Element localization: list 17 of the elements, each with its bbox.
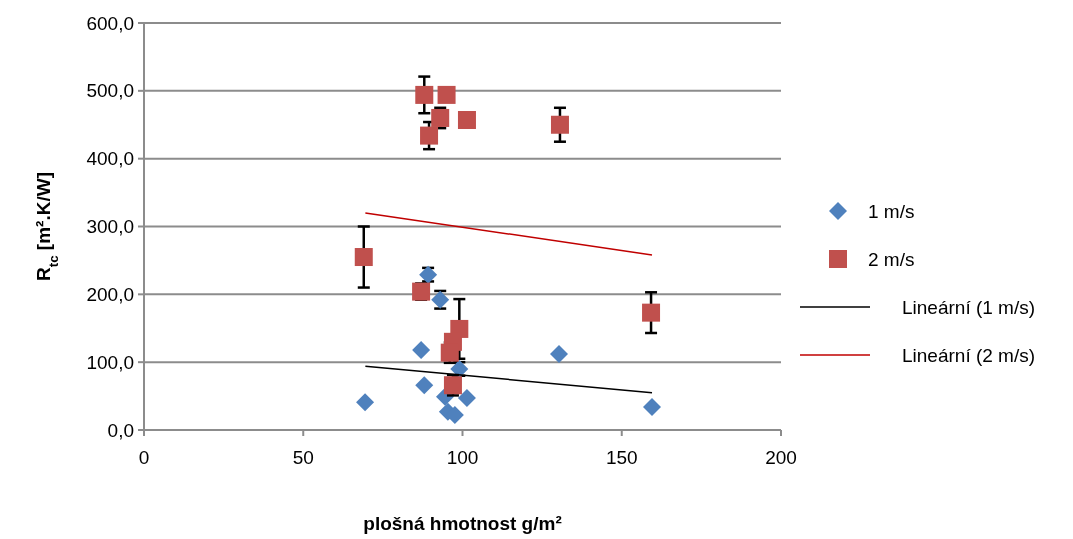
y-tick-label: 300,0 xyxy=(86,216,134,238)
y-tick-label: 0,0 xyxy=(107,419,134,441)
legend-label: Lineární (2 m/s) xyxy=(902,344,1036,366)
y-tick-label: 200,0 xyxy=(86,283,134,305)
x-tick-label: 0 xyxy=(138,447,150,468)
legend-label: 2 m/s xyxy=(868,248,915,270)
x-tick-label: 50 xyxy=(292,447,314,468)
legend-label: 1 m/s xyxy=(868,200,915,222)
y-tick-label: 100,0 xyxy=(86,351,134,373)
x-tick-label: 150 xyxy=(605,447,638,468)
x-tick-label: 100 xyxy=(446,447,479,468)
y-tick-label: 500,0 xyxy=(86,80,134,102)
x-axis-title: plošná hmotnost g/m² xyxy=(363,513,562,534)
y-tick-label: 400,0 xyxy=(86,148,134,170)
x-tick-label: 200 xyxy=(765,447,797,468)
y-tick-label: 600,0 xyxy=(86,12,134,34)
legend-label: Lineární (1 m/s) xyxy=(902,296,1036,318)
